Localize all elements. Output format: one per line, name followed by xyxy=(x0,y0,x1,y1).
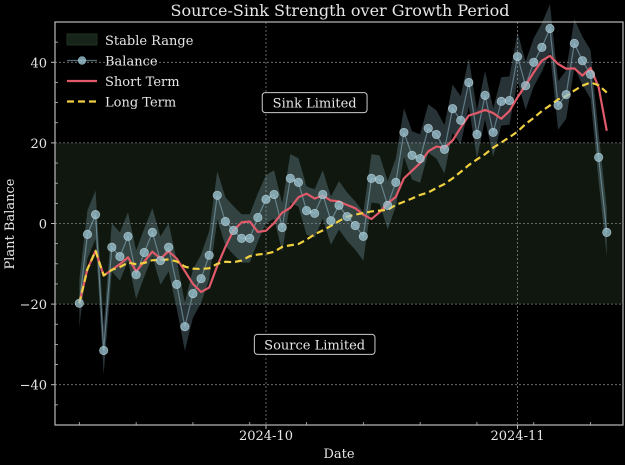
balance-point xyxy=(99,345,109,356)
balance-point xyxy=(602,227,612,237)
y-tick-label: 20 xyxy=(30,137,47,152)
balance-point xyxy=(366,173,377,183)
balance-point xyxy=(585,69,596,79)
balance-point xyxy=(326,216,336,226)
balance-point xyxy=(350,220,360,231)
balance-point xyxy=(82,229,93,239)
balance-point xyxy=(310,208,320,219)
balance-point xyxy=(131,270,141,280)
balance-point xyxy=(318,189,328,200)
balance-point xyxy=(407,150,417,160)
balance-point xyxy=(155,255,166,266)
balance-point xyxy=(147,227,157,237)
balance-point xyxy=(577,56,588,66)
balance-point xyxy=(237,233,247,244)
balance-point xyxy=(204,250,214,260)
balance-point xyxy=(553,100,563,111)
balance-point xyxy=(504,95,514,106)
balance-point xyxy=(545,23,555,34)
balance-point xyxy=(212,190,222,200)
balance-point xyxy=(415,154,425,164)
balance-point xyxy=(431,129,441,140)
long-term-line xyxy=(78,81,608,304)
balance-point xyxy=(253,212,263,223)
balance-point xyxy=(228,225,239,235)
balance-point xyxy=(374,174,385,185)
y-tick-label: 0 xyxy=(39,218,47,233)
y-axis-label: Plant Balance xyxy=(3,178,18,269)
legend-label: Long Term xyxy=(105,96,176,111)
balance-point xyxy=(245,233,255,244)
balance-point xyxy=(269,189,279,200)
balance-point xyxy=(529,57,539,67)
balance-point xyxy=(107,242,117,252)
annotation-text: Sink Limited xyxy=(273,97,357,112)
legend-swatch-balance-marker xyxy=(77,56,87,65)
balance-point xyxy=(594,152,604,163)
balance-point xyxy=(180,322,190,332)
balance-point xyxy=(172,279,182,289)
x-tick-label: 2024-11 xyxy=(490,429,544,444)
balance-point xyxy=(464,77,474,88)
balance-point xyxy=(123,231,133,241)
balance-point xyxy=(496,96,506,106)
legend-label: Short Term xyxy=(105,75,180,90)
balance-point xyxy=(285,173,295,183)
balance-uncertainty-band xyxy=(79,4,607,375)
balance-point xyxy=(447,104,458,114)
balance-point xyxy=(439,144,450,154)
balance-point xyxy=(188,289,198,299)
balance-point xyxy=(512,52,523,62)
balance-point xyxy=(334,200,344,210)
balance-point xyxy=(383,200,393,210)
balance-point xyxy=(537,42,547,52)
balance-point xyxy=(480,90,490,100)
balance-point xyxy=(115,251,125,262)
balance-point xyxy=(472,129,482,140)
annotation-box xyxy=(261,92,368,114)
annotation-box xyxy=(253,333,376,355)
chart-title: Source-Sink Strength over Growth Period xyxy=(170,1,509,20)
plot-area: Sink Limited Source Limited −40 −20 0 20 40 202… xyxy=(20,4,624,444)
legend-label: Stable Range xyxy=(105,34,194,49)
balance-point xyxy=(423,123,433,133)
balance-point xyxy=(74,298,84,308)
balance-point xyxy=(488,127,498,138)
balance-point xyxy=(399,127,409,138)
y-tick-label: 40 xyxy=(30,56,47,71)
y-tick-label: −20 xyxy=(20,298,47,313)
legend: Stable Range Balance Short Term Long Term xyxy=(66,33,194,111)
balance-point xyxy=(358,231,368,241)
x-tick-label: 2024-10 xyxy=(239,429,293,444)
legend-swatch-stable-range xyxy=(66,33,98,46)
short-term-line xyxy=(78,54,608,304)
y-tick-label: −40 xyxy=(20,379,47,394)
legend-label: Balance xyxy=(105,55,158,70)
balance-point xyxy=(277,222,287,233)
balance-point xyxy=(391,177,401,187)
annotation-text: Source Limited xyxy=(264,338,365,353)
annotation: Source Limited xyxy=(253,333,376,355)
annotation: Sink Limited xyxy=(261,92,368,114)
balance-point xyxy=(261,194,271,204)
balance-point xyxy=(561,89,571,100)
balance-point xyxy=(293,177,304,187)
x-axis-label: Date xyxy=(323,447,354,462)
balance-point xyxy=(139,247,149,258)
balance-point xyxy=(342,212,352,222)
balance-point xyxy=(521,81,531,91)
balance-point xyxy=(196,274,206,284)
balance-point xyxy=(569,38,579,48)
balance-point xyxy=(456,115,466,125)
balance-point xyxy=(164,242,174,252)
balance-point xyxy=(90,210,101,220)
balance-point xyxy=(301,206,312,216)
balance-point xyxy=(220,216,230,227)
